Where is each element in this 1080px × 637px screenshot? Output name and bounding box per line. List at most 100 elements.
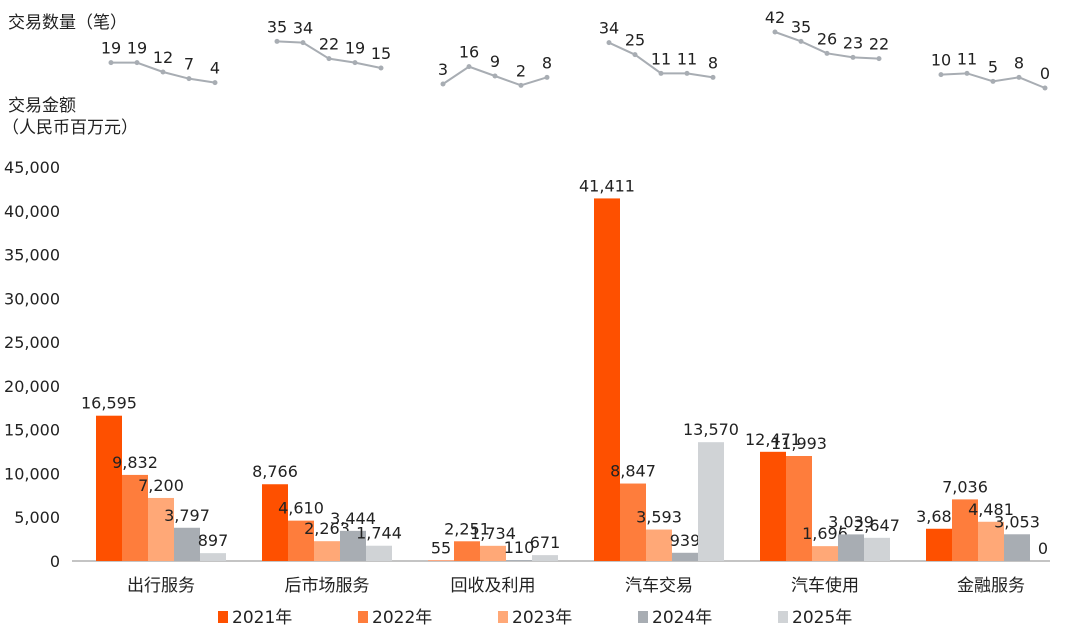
bar-value-label: 897 bbox=[198, 531, 229, 550]
count-point bbox=[772, 29, 778, 35]
bar-value-label: 1,744 bbox=[356, 524, 402, 543]
count-point bbox=[1042, 85, 1048, 91]
bar-value-label: 4,610 bbox=[278, 499, 324, 518]
bar-value-label: 1,696 bbox=[802, 524, 848, 543]
count-point bbox=[938, 72, 944, 78]
y-tick-label: 0 bbox=[50, 552, 60, 571]
count-label: 26 bbox=[817, 29, 837, 48]
count-label: 19 bbox=[345, 39, 365, 58]
count-label: 0 bbox=[1040, 64, 1050, 83]
count-point bbox=[378, 65, 384, 71]
count-point bbox=[212, 80, 218, 86]
count-point bbox=[964, 70, 970, 76]
count-label: 8 bbox=[1014, 53, 1024, 72]
count-label: 11 bbox=[651, 49, 671, 68]
category-label: 后市场服务 bbox=[285, 576, 370, 596]
count-label: 35 bbox=[791, 17, 811, 36]
count-point bbox=[326, 56, 332, 62]
bar-value-label: 110 bbox=[504, 538, 535, 557]
count-point bbox=[134, 60, 140, 66]
count-point bbox=[850, 54, 856, 60]
count-point bbox=[658, 70, 664, 76]
legend-swatch bbox=[638, 611, 648, 623]
bar bbox=[838, 534, 864, 561]
y-tick-label: 25,000 bbox=[4, 333, 60, 352]
y-tick-label: 20,000 bbox=[4, 377, 60, 396]
category-label: 汽车交易 bbox=[625, 576, 693, 596]
bar-value-label: 939 bbox=[670, 531, 701, 550]
bar bbox=[760, 451, 786, 561]
bar bbox=[96, 415, 122, 561]
count-point bbox=[684, 70, 690, 76]
category-label: 金融服务 bbox=[957, 576, 1025, 596]
category-label: 回收及利用 bbox=[451, 576, 536, 596]
count-point bbox=[990, 78, 996, 84]
bar bbox=[506, 560, 532, 561]
bar-value-label: 0 bbox=[1038, 539, 1048, 558]
bar bbox=[1004, 534, 1030, 561]
bar-value-label: 11,993 bbox=[771, 434, 827, 453]
count-label: 22 bbox=[869, 35, 889, 54]
count-label: 5 bbox=[988, 57, 998, 76]
bar bbox=[288, 520, 314, 561]
bar bbox=[174, 527, 200, 561]
bar bbox=[200, 553, 226, 561]
count-label: 34 bbox=[599, 19, 619, 38]
legend-swatch bbox=[778, 611, 788, 623]
count-label: 4 bbox=[210, 59, 220, 78]
count-point bbox=[440, 81, 446, 87]
bar bbox=[698, 442, 724, 561]
bar-value-label: 9,832 bbox=[112, 453, 158, 472]
bar bbox=[148, 497, 174, 561]
bar-value-label: 3,053 bbox=[994, 512, 1040, 531]
bar bbox=[926, 528, 952, 561]
legend-label: 2025年 bbox=[792, 608, 852, 628]
count-axis-label: 交易数量（笔） bbox=[8, 13, 127, 33]
amount-axis-unit: （人民币百万元） bbox=[2, 118, 138, 138]
bar bbox=[454, 541, 480, 561]
legend-swatch bbox=[498, 611, 508, 623]
count-label: 11 bbox=[957, 49, 977, 68]
legend-label: 2024年 bbox=[652, 608, 712, 628]
legend-swatch bbox=[218, 611, 228, 623]
bar-value-label: 3,593 bbox=[636, 508, 682, 527]
bar bbox=[786, 455, 812, 561]
count-point bbox=[710, 74, 716, 80]
bar bbox=[480, 545, 506, 561]
y-tick-label: 45,000 bbox=[4, 158, 60, 177]
count-point bbox=[186, 76, 192, 82]
bar-value-label: 13,570 bbox=[683, 420, 739, 439]
bar-value-label: 3,039 bbox=[828, 512, 874, 531]
count-point bbox=[798, 38, 804, 44]
bar-value-label: 4,481 bbox=[968, 500, 1014, 519]
bar-value-label: 3,797 bbox=[164, 506, 210, 525]
bar-value-label: 7,200 bbox=[138, 476, 184, 495]
y-tick-label: 30,000 bbox=[4, 289, 60, 308]
count-label: 12 bbox=[153, 48, 173, 67]
bar-value-label: 7,036 bbox=[942, 477, 988, 496]
count-label: 8 bbox=[542, 53, 552, 72]
bar bbox=[340, 530, 366, 561]
bar bbox=[122, 474, 148, 561]
bar-value-label: 3,683 bbox=[916, 507, 962, 526]
bar bbox=[620, 483, 646, 561]
bar-value-label: 12,471 bbox=[745, 430, 801, 449]
count-label: 35 bbox=[267, 17, 287, 36]
count-label: 23 bbox=[843, 33, 863, 52]
y-tick-label: 5,000 bbox=[14, 508, 60, 527]
count-point bbox=[606, 40, 612, 46]
bar-value-label: 55 bbox=[431, 539, 451, 558]
bar-value-label: 8,766 bbox=[252, 462, 298, 481]
bar-value-label: 41,411 bbox=[579, 176, 635, 195]
bar bbox=[314, 541, 340, 561]
count-point bbox=[1016, 74, 1022, 80]
bar-value-label: 2,263 bbox=[304, 519, 350, 538]
bar bbox=[646, 529, 672, 561]
category-label: 出行服务 bbox=[127, 576, 195, 596]
bar-value-label: 671 bbox=[530, 533, 561, 552]
count-label: 9 bbox=[490, 52, 500, 71]
bar-value-label: 8,847 bbox=[610, 462, 656, 481]
y-tick-label: 35,000 bbox=[4, 246, 60, 265]
count-label: 11 bbox=[677, 49, 697, 68]
